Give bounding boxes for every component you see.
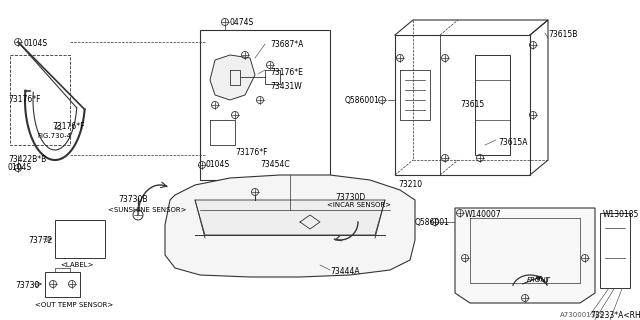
- Text: 73176*F: 73176*F: [235, 148, 268, 157]
- Text: 73615A: 73615A: [498, 138, 527, 147]
- Text: 73730D: 73730D: [335, 193, 365, 202]
- Text: 73454C: 73454C: [260, 160, 290, 169]
- Bar: [200, 30, 330, 180]
- Text: 73176*F: 73176*F: [52, 122, 84, 131]
- Polygon shape: [455, 208, 595, 303]
- Text: 73730: 73730: [15, 281, 40, 290]
- Text: 73422B*B: 73422B*B: [8, 155, 46, 164]
- Text: W140007: W140007: [465, 210, 502, 219]
- Text: <OUT TEMP SENSOR>: <OUT TEMP SENSOR>: [35, 302, 113, 308]
- Text: <LABEL>: <LABEL>: [60, 262, 93, 268]
- Text: 73176*E: 73176*E: [270, 68, 303, 77]
- Text: 73687*A: 73687*A: [270, 40, 303, 49]
- Text: 73730B: 73730B: [118, 195, 147, 204]
- Bar: [600, 213, 630, 288]
- Polygon shape: [210, 55, 255, 100]
- Text: <SUNSHINE SENSOR>: <SUNSHINE SENSOR>: [108, 207, 186, 213]
- Text: FRONT: FRONT: [527, 277, 551, 283]
- Text: <INCAR SENSOR>: <INCAR SENSOR>: [327, 202, 391, 208]
- Bar: [10, 55, 70, 145]
- Text: 73176*F: 73176*F: [8, 95, 40, 104]
- Text: Q586001: Q586001: [415, 218, 450, 227]
- Text: W130185: W130185: [603, 210, 639, 219]
- Bar: [55, 220, 105, 258]
- Text: 73210: 73210: [398, 180, 422, 189]
- Polygon shape: [165, 175, 415, 277]
- Text: 73233*A<RH>: 73233*A<RH>: [590, 311, 640, 320]
- Text: FIG.730-4: FIG.730-4: [37, 133, 71, 139]
- Text: 73431W: 73431W: [270, 82, 301, 91]
- Bar: [45, 272, 80, 297]
- Text: Q586001: Q586001: [345, 96, 380, 105]
- Text: 73615B: 73615B: [548, 30, 577, 39]
- Text: 0104S: 0104S: [8, 163, 32, 172]
- Text: 73615: 73615: [460, 100, 484, 109]
- Bar: [61, 247, 97, 255]
- Text: 73444A: 73444A: [330, 267, 360, 276]
- Text: 0474S: 0474S: [230, 18, 254, 27]
- Text: 73772: 73772: [28, 236, 52, 245]
- Text: 0104S: 0104S: [205, 160, 229, 169]
- Polygon shape: [195, 200, 385, 235]
- Text: 0104S: 0104S: [24, 39, 48, 48]
- Text: A730001389: A730001389: [560, 312, 605, 318]
